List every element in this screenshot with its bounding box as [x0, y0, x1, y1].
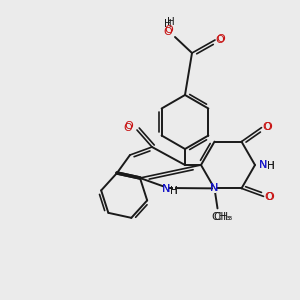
FancyBboxPatch shape: [167, 20, 170, 28]
Text: N: N: [162, 184, 170, 194]
Text: N: N: [210, 183, 219, 194]
Text: O: O: [124, 121, 134, 131]
Text: O: O: [216, 35, 224, 45]
Text: O: O: [262, 122, 271, 132]
Text: H: H: [164, 19, 172, 29]
Text: H: H: [267, 161, 275, 171]
Text: H: H: [167, 17, 175, 27]
Text: N: N: [259, 160, 267, 170]
FancyBboxPatch shape: [167, 28, 170, 36]
Text: CH₃: CH₃: [213, 212, 232, 222]
Text: N: N: [210, 183, 219, 194]
Text: O: O: [217, 34, 225, 44]
Text: O: O: [164, 27, 172, 37]
Text: H: H: [267, 161, 275, 171]
Text: H: H: [170, 186, 178, 196]
FancyBboxPatch shape: [218, 213, 227, 221]
FancyBboxPatch shape: [262, 160, 265, 169]
Text: O: O: [264, 192, 273, 203]
Text: N: N: [259, 160, 267, 170]
FancyBboxPatch shape: [262, 160, 265, 169]
Text: H: H: [170, 186, 178, 196]
FancyBboxPatch shape: [268, 193, 271, 202]
Text: O: O: [124, 123, 132, 133]
FancyBboxPatch shape: [266, 122, 269, 131]
Text: O: O: [165, 25, 173, 35]
FancyBboxPatch shape: [213, 184, 216, 193]
FancyBboxPatch shape: [164, 184, 167, 194]
FancyBboxPatch shape: [267, 193, 270, 202]
Text: O: O: [265, 192, 274, 203]
FancyBboxPatch shape: [213, 184, 216, 193]
FancyBboxPatch shape: [217, 213, 226, 221]
Text: CH₃: CH₃: [212, 212, 231, 222]
FancyBboxPatch shape: [218, 36, 221, 44]
FancyBboxPatch shape: [220, 34, 223, 43]
FancyBboxPatch shape: [270, 162, 272, 170]
FancyBboxPatch shape: [164, 184, 167, 194]
FancyBboxPatch shape: [270, 162, 272, 170]
FancyBboxPatch shape: [127, 124, 130, 132]
Text: O: O: [263, 122, 272, 132]
FancyBboxPatch shape: [167, 26, 170, 34]
FancyBboxPatch shape: [172, 187, 176, 195]
FancyBboxPatch shape: [128, 122, 130, 130]
Text: N: N: [162, 184, 170, 194]
FancyBboxPatch shape: [265, 122, 268, 131]
FancyBboxPatch shape: [172, 187, 176, 195]
FancyBboxPatch shape: [169, 18, 172, 26]
